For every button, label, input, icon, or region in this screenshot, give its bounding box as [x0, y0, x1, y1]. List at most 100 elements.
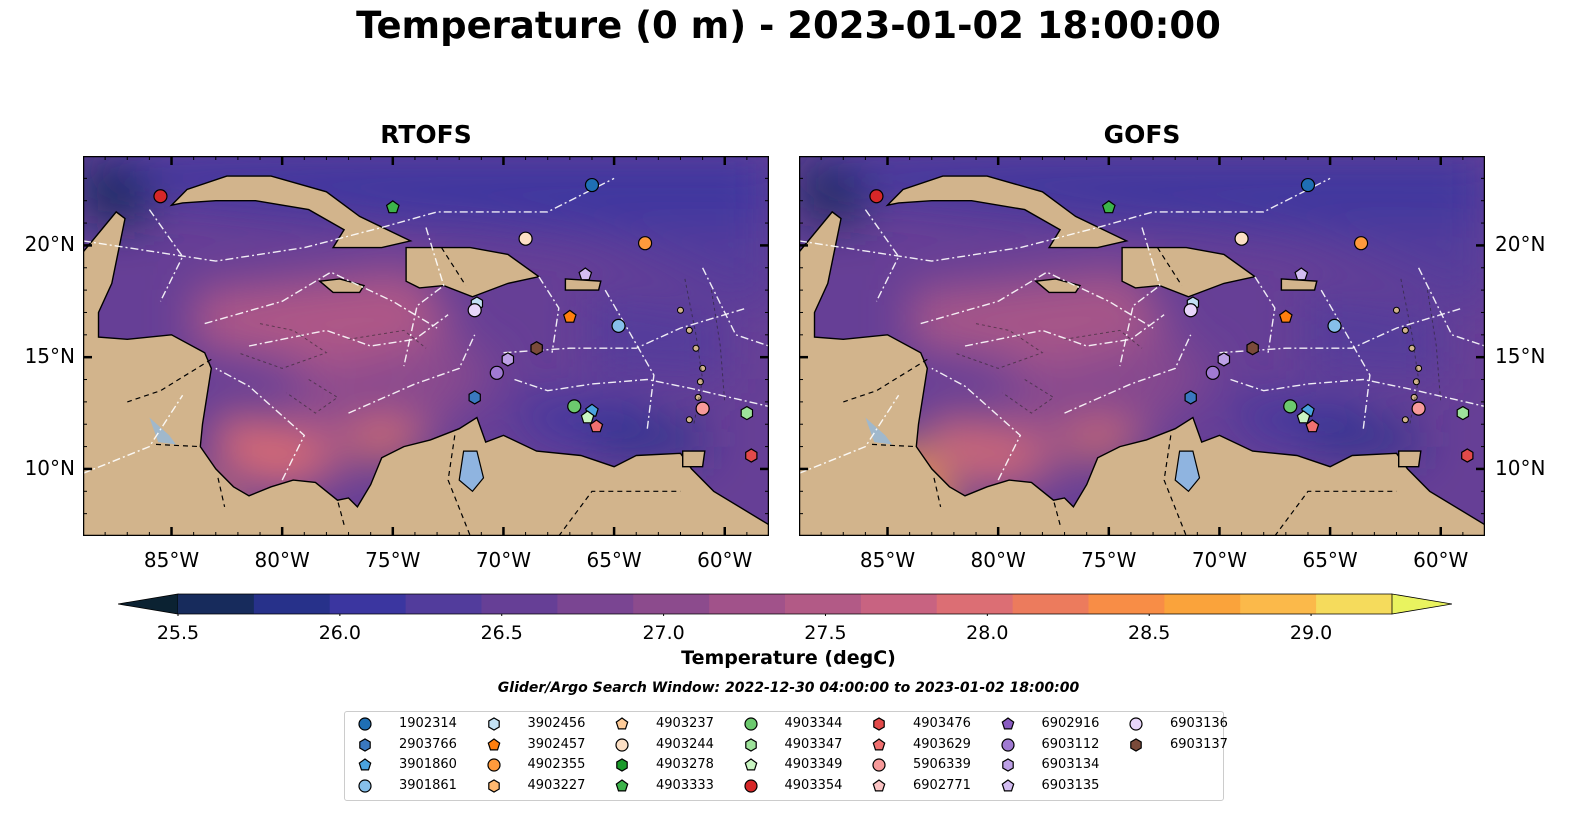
legend-marker: [872, 737, 886, 750]
float-marker-6903136: [1183, 303, 1198, 318]
legend-marker: [615, 778, 629, 791]
float-marker-4903354: [869, 189, 884, 204]
legend-label: 6903134: [1041, 757, 1100, 772]
circle-marker-icon: [743, 717, 758, 731]
legend-marker: [358, 717, 372, 731]
float-marker-2903766: [468, 390, 481, 405]
float-marker-6903112: [1205, 365, 1220, 380]
legend-marker: [873, 717, 885, 731]
legend-label: 4903333: [656, 777, 714, 793]
land-mass: [1034, 278, 1082, 294]
land-mass: [1280, 278, 1318, 291]
legend-label: 6903112: [1041, 736, 1100, 752]
float-marker-6903137: [1246, 341, 1259, 356]
lon-tick-label: 60°W: [1413, 548, 1469, 572]
float-marker-3901861: [611, 318, 626, 333]
float-marker-2903766: [1184, 390, 1197, 405]
colorbar-extend-low: [118, 593, 179, 615]
float-marker-6903112: [489, 365, 504, 380]
colorbar-segment: [329, 594, 407, 614]
legend-marker: [359, 737, 371, 752]
legend-label: 5906339: [913, 757, 971, 772]
hexagon-marker-icon: [487, 778, 500, 793]
colorbar-tick-label: 29.0: [1289, 622, 1333, 644]
float-marker-6903135: [578, 267, 593, 281]
legend-marker: [743, 717, 758, 731]
legend-marker: [743, 778, 758, 793]
land-mass: [885, 175, 1129, 249]
float-legend: 1902314 2903766 3901860 3901861 3902456 39024…: [344, 711, 1228, 801]
land-mass: [83, 156, 769, 536]
colorbar-extend-high: [1391, 593, 1452, 615]
lon-tick-label: 85°W: [143, 548, 200, 572]
colorbar-tick-label: 28.5: [1128, 622, 1171, 644]
colorbar-tick-label: 27.5: [804, 622, 847, 644]
float-marker-4903349: [580, 410, 595, 424]
float-marker-4903629: [1305, 419, 1320, 433]
lon-tick-label: 65°W: [1302, 548, 1358, 572]
legend-marker: [1001, 758, 1014, 772]
legend-label: 3902456: [527, 716, 586, 731]
colorbar-segment: [1088, 594, 1165, 614]
hexagon-marker-icon: [1130, 737, 1142, 752]
colorbar-segment: [860, 594, 938, 614]
legend-label: 6902916: [1041, 716, 1100, 731]
float-marker-3902457: [1278, 309, 1293, 323]
pentagon-marker-icon: [615, 778, 629, 791]
float-marker-4903333: [385, 200, 400, 214]
lon-tick-label: 75°W: [1081, 548, 1137, 572]
legend-marker: [872, 758, 886, 772]
legend-label: 6902771: [913, 777, 971, 793]
float-marker-4903476: [1461, 448, 1474, 463]
hexagon-marker-icon: [744, 737, 757, 752]
land-mass: [1398, 450, 1422, 468]
float-marker-4902355: [1353, 236, 1369, 251]
float-marker-4903244: [518, 231, 533, 246]
legend-marker: [1000, 737, 1015, 752]
colorbar-segment: [1012, 594, 1090, 614]
colorbar-segment: [481, 594, 558, 614]
float-marker-6903135: [1294, 267, 1309, 281]
legend-marker: [1130, 737, 1142, 752]
land-mass: [682, 450, 706, 468]
legend-label: 4903347: [784, 736, 843, 752]
hexagon-marker-icon: [359, 737, 371, 752]
colorbar-label: Temperature (degC): [681, 647, 896, 669]
legend-marker: [615, 737, 629, 752]
float-marker-4903344: [1283, 399, 1298, 414]
map-frame: [83, 156, 769, 536]
pentagon-marker-icon: [744, 758, 757, 771]
lat-tick-label: 15°N: [24, 344, 75, 369]
pentagon-marker-icon: [358, 758, 372, 771]
land-mass: [799, 156, 1485, 536]
legend-marker: [486, 758, 501, 772]
legend-label: 4903629: [913, 736, 971, 752]
legend-label: 3901860: [399, 757, 457, 772]
figure-title: Temperature (0 m) - 2023-01-02 18:00:00: [356, 4, 1221, 47]
legend-label: 4903227: [527, 777, 586, 793]
circle-marker-icon: [358, 717, 372, 731]
land-mass: [169, 175, 413, 249]
legend-label: 4902355: [527, 757, 586, 772]
legend-marker: [616, 758, 628, 772]
legend-marker: [744, 758, 757, 771]
colorbar-segment: [557, 594, 634, 614]
colorbar-tick-label: 27.0: [642, 622, 685, 644]
circle-marker-icon: [486, 758, 501, 772]
legend-label: 4903354: [784, 777, 843, 793]
legend-marker: [487, 737, 500, 750]
legend-label: 4903278: [656, 757, 714, 772]
legend-label: 6903136: [1170, 716, 1228, 731]
colorbar-segment: [178, 594, 255, 614]
pentagon-marker-icon: [1001, 778, 1014, 791]
legend-label: 4903237: [656, 716, 714, 731]
legend-marker: [744, 737, 757, 752]
float-marker-4903244: [1234, 231, 1249, 246]
colorbar-segment: [1316, 594, 1393, 614]
colorbar-segment: [709, 594, 786, 614]
search-window-text: Glider/Argo Search Window: 2022-12-30 04…: [497, 680, 1080, 696]
lat-tick-label: 10°N: [1495, 455, 1546, 480]
colorbar-segment: [405, 594, 483, 614]
circle-marker-icon: [358, 778, 372, 793]
pentagon-marker-icon: [1001, 717, 1014, 730]
